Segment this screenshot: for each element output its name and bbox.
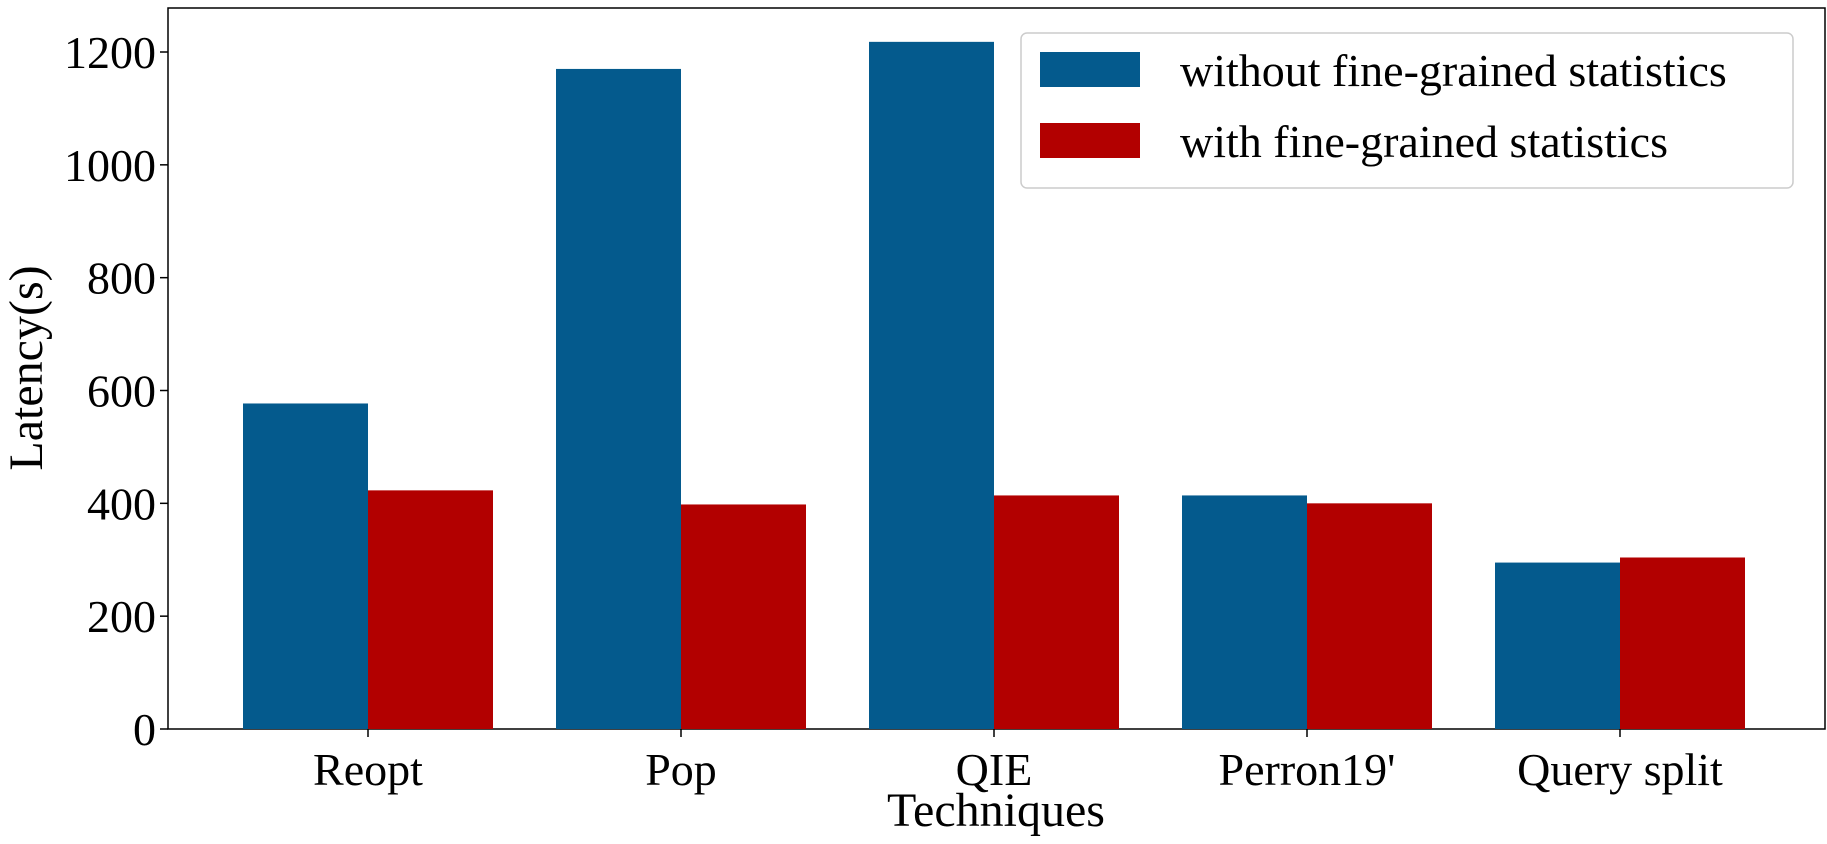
y-tick-label: 1000 bbox=[64, 140, 156, 191]
bar-reopt-without bbox=[243, 403, 368, 729]
legend: without fine-grained statistics with fin… bbox=[1020, 32, 1794, 189]
y-ticks-group: 0 200 400 600 800 1000 1200 bbox=[64, 27, 168, 755]
legend-label-with: with fine-grained statistics bbox=[1180, 116, 1668, 167]
y-tick-label: 0 bbox=[133, 704, 156, 755]
bar-pop-without bbox=[556, 68, 681, 730]
y-tick-label: 200 bbox=[87, 591, 156, 642]
bar-perron19-without bbox=[1182, 495, 1307, 729]
y-tick-label: 600 bbox=[87, 366, 156, 417]
x-ticks-group: Reopt Pop QIE Perron19' Query split bbox=[313, 729, 1723, 795]
x-tick-label: Pop bbox=[645, 744, 717, 795]
legend-swatch-without bbox=[1040, 52, 1140, 87]
y-axis-label: Latency(s) bbox=[0, 265, 53, 470]
bars-group bbox=[243, 41, 1745, 730]
x-tick-label: Reopt bbox=[313, 744, 423, 795]
bar-query-split-with bbox=[1620, 557, 1745, 729]
legend-frame bbox=[1020, 32, 1794, 189]
bar-query-split-without bbox=[1495, 562, 1620, 729]
legend-label-without: without fine-grained statistics bbox=[1180, 45, 1727, 96]
y-tick-label: 1200 bbox=[64, 27, 156, 78]
y-tick-label: 400 bbox=[87, 478, 156, 529]
bar-pop-with bbox=[681, 504, 806, 729]
x-axis-label: Techniques bbox=[887, 784, 1105, 837]
x-tick-label: Perron19' bbox=[1219, 744, 1396, 795]
y-tick-label: 800 bbox=[87, 253, 156, 304]
x-tick-label: QIE bbox=[956, 744, 1033, 795]
bar-qie-without bbox=[869, 41, 994, 729]
bar-reopt-with bbox=[368, 490, 493, 729]
legend-swatch-with bbox=[1040, 123, 1140, 158]
x-tick-label: Query split bbox=[1517, 744, 1723, 795]
bar-qie-with bbox=[994, 495, 1119, 729]
bar-perron19-with bbox=[1307, 503, 1432, 729]
